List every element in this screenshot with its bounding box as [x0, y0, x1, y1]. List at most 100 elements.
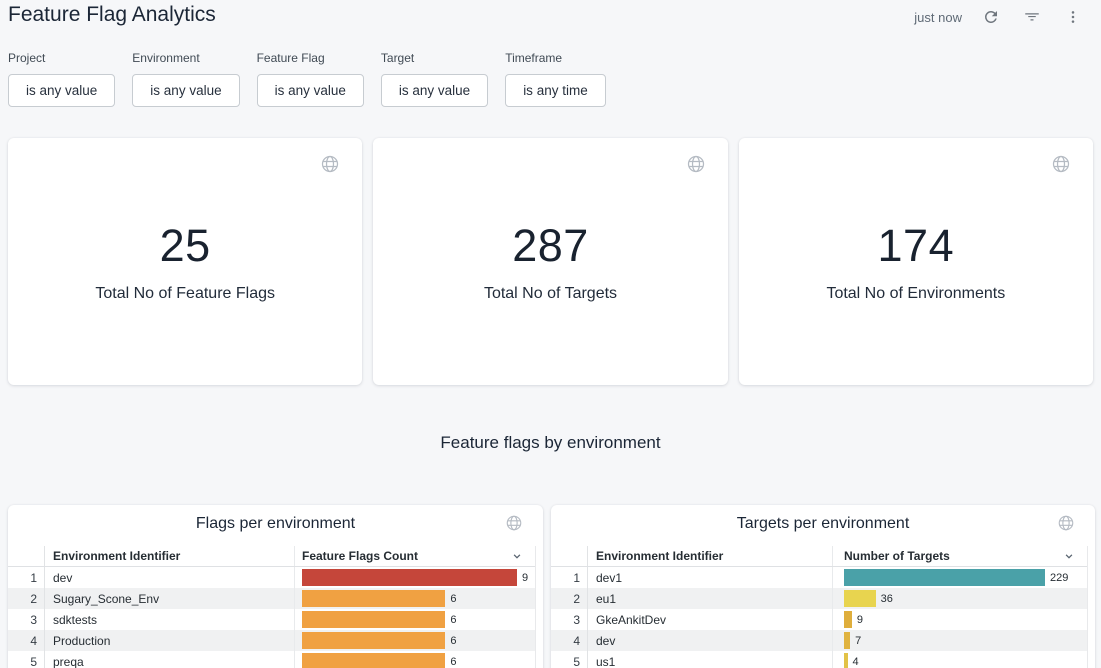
bar-value: 7 — [855, 634, 862, 647]
environment-cell: Production — [45, 630, 295, 651]
value-bar[interactable] — [844, 611, 852, 628]
table-header-row: Environment Identifier Number of Targets — [551, 546, 1087, 567]
viz-targets-per-environment: Targets per environment Environment Iden… — [551, 505, 1095, 668]
table-scrollbar[interactable] — [535, 546, 543, 668]
value-bar[interactable] — [302, 569, 517, 586]
row-number: 3 — [551, 609, 588, 630]
tile-total-environments: 174 Total No of Environments — [738, 138, 1093, 385]
globe-icon[interactable] — [1051, 154, 1071, 179]
table-row[interactable]: 3 GkeAnkitDev 9 — [551, 609, 1087, 630]
more-options-button[interactable] — [1059, 4, 1087, 30]
chevron-down-icon[interactable] — [510, 549, 524, 566]
bar-value: 4 — [852, 655, 859, 668]
filter-value-button[interactable]: is any value — [380, 74, 489, 107]
table-row[interactable]: 5 preqa 6 — [8, 651, 535, 668]
filter-value-button[interactable]: is any value — [256, 74, 364, 107]
table-body: 1 dev1 229 2 eu1 36 3 GkeAnkitDev 9 4 de… — [551, 567, 1087, 668]
bar-value: 9 — [856, 613, 864, 626]
environment-cell: dev1 — [588, 567, 833, 588]
value-bar[interactable] — [302, 653, 446, 668]
bar-value: 6 — [450, 634, 457, 647]
filter-icon — [1023, 8, 1041, 26]
globe-icon[interactable] — [1057, 514, 1075, 537]
column-header: Environment Identifier — [588, 546, 833, 566]
column-header: Number of Targets — [833, 546, 1087, 566]
environment-cell: us1 — [588, 651, 833, 668]
row-number-header — [8, 546, 45, 566]
tile-total-feature-flags: 25 Total No of Feature Flags — [8, 138, 363, 385]
row-number: 2 — [8, 588, 45, 609]
value-bar[interactable] — [844, 653, 848, 668]
bar-value: 6 — [450, 613, 457, 626]
filter-value-button[interactable]: is any value — [8, 74, 116, 107]
filter-target: Target is any value — [380, 51, 489, 107]
environment-cell: Sugary_Scone_Env — [45, 588, 295, 609]
table-scrollbar[interactable] — [1087, 546, 1095, 668]
globe-icon[interactable] — [686, 154, 706, 179]
tile-total-targets: 287 Total No of Targets — [373, 138, 728, 385]
viz-title: Targets per environment — [736, 515, 910, 532]
value-bar[interactable] — [844, 632, 851, 649]
value-bar[interactable] — [302, 590, 446, 607]
bar-value: 229 — [1050, 571, 1069, 584]
section-title: Feature flags by environment — [440, 433, 661, 452]
environment-cell: dev — [45, 567, 295, 588]
kpi-label: Total No of Environments — [826, 285, 1006, 302]
column-header: Feature Flags Count — [295, 546, 535, 566]
kpi-tiles-row: 25 Total No of Feature Flags 287 Total N… — [8, 138, 1093, 385]
table-row[interactable]: 5 us1 4 — [551, 651, 1087, 668]
table-row[interactable]: 2 Sugary_Scone_Env 6 — [8, 588, 535, 609]
table-row[interactable]: 4 Production 6 — [8, 630, 535, 651]
kebab-menu-icon — [1065, 9, 1081, 25]
filter-value-button[interactable]: is any time — [505, 74, 606, 107]
value-bar[interactable] — [302, 632, 446, 649]
table-row[interactable]: 4 dev 7 — [551, 630, 1087, 651]
bar-value: 9 — [522, 571, 529, 584]
header-actions: just now — [914, 4, 1087, 30]
kpi-value: 287 — [512, 220, 589, 271]
environment-cell: dev — [588, 630, 833, 651]
row-number: 1 — [551, 567, 588, 588]
row-number-header — [551, 546, 588, 566]
kpi-value: 25 — [159, 220, 211, 271]
viz-flags-per-environment: Flags per environment Environment Identi… — [8, 505, 543, 668]
refresh-icon — [982, 8, 1000, 26]
dashboard-filters-button[interactable] — [1018, 4, 1046, 30]
data-table: Environment Identifier Feature Flags Cou… — [8, 546, 535, 668]
kpi-label: Total No of Feature Flags — [95, 285, 275, 302]
table-row[interactable]: 2 eu1 36 — [551, 588, 1087, 609]
refresh-button[interactable] — [977, 4, 1005, 30]
last-refresh-status: just now — [914, 9, 962, 25]
row-number: 2 — [551, 588, 588, 609]
filter-label: Timeframe — [505, 51, 563, 65]
environment-cell: eu1 — [588, 588, 833, 609]
table-header-row: Environment Identifier Feature Flags Cou… — [8, 546, 535, 567]
filter-label: Target — [380, 51, 415, 65]
table-row[interactable]: 1 dev 9 — [8, 567, 535, 588]
value-bar[interactable] — [844, 569, 1045, 586]
environment-cell: GkeAnkitDev — [588, 609, 833, 630]
globe-icon[interactable] — [320, 154, 340, 179]
globe-icon[interactable] — [505, 514, 523, 537]
data-table: Environment Identifier Number of Targets… — [551, 546, 1087, 668]
table-row[interactable]: 1 dev1 229 — [551, 567, 1087, 588]
value-bar[interactable] — [844, 590, 876, 607]
filter-feature-flag: Feature Flag is any value — [256, 51, 364, 107]
chevron-down-icon[interactable] — [1062, 549, 1076, 566]
environment-cell: sdktests — [45, 609, 295, 630]
bar-value: 6 — [450, 655, 457, 668]
viz-title: Flags per environment — [195, 515, 356, 532]
filter-value-button[interactable]: is any value — [132, 74, 240, 107]
row-number: 5 — [551, 651, 588, 668]
value-bar[interactable] — [302, 611, 446, 628]
kpi-label: Total No of Targets — [483, 285, 618, 302]
filter-label: Project — [8, 51, 46, 65]
filter-label: Feature Flag — [256, 51, 325, 65]
table-row[interactable]: 3 sdktests 6 — [8, 609, 535, 630]
table-body: 1 dev 9 2 Sugary_Scone_Env 6 3 sdktests … — [8, 567, 535, 668]
row-number: 4 — [551, 630, 588, 651]
filter-environment: Environment is any value — [132, 51, 240, 107]
bar-value: 6 — [450, 592, 457, 605]
environment-cell: preqa — [45, 651, 295, 668]
column-header: Environment Identifier — [45, 546, 295, 566]
